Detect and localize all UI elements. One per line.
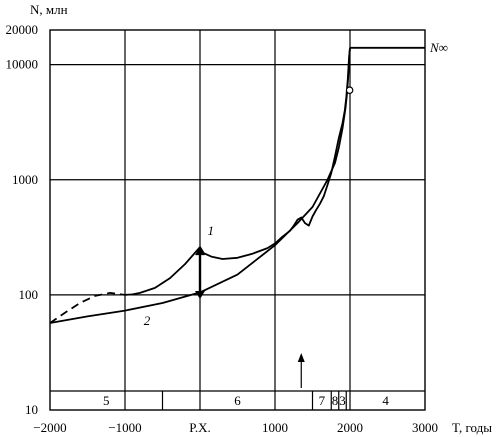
period-label: 7: [319, 393, 326, 408]
arrow-down-head: [195, 291, 205, 300]
period-label: 3: [339, 393, 346, 408]
x-tick-label: −1000: [108, 420, 141, 435]
x-tick-label: 2000: [337, 420, 363, 435]
arrow-up-head: [195, 247, 205, 256]
circle-marker: [345, 86, 354, 94]
y-tick-label: 1000: [12, 172, 38, 187]
plot-border: [49, 29, 426, 411]
x-tick-label: −2000: [33, 420, 66, 435]
series-label-1: 1: [208, 223, 215, 238]
x-tick-label: 1000: [262, 420, 288, 435]
y-tick-label: 100: [19, 287, 39, 302]
series-line-dashed-1: [49, 292, 126, 324]
period-label: 5: [103, 393, 110, 408]
grid: [50, 30, 425, 410]
x-tick-label: Р.Х.: [189, 420, 211, 435]
series-layer: [49, 46, 425, 324]
period-label: 4: [382, 393, 389, 408]
x-axis-label: T, годы: [452, 420, 492, 435]
tick-labels: −2000 −1000 Р.Х. 1000 2000 3000 10 100 1000 10000…: [6, 22, 439, 435]
series-label-2: 2: [144, 313, 151, 328]
annotations: 1 2 N∞: [144, 40, 448, 388]
series-label-n-infinity: N∞: [429, 40, 448, 55]
x-tick-label: 3000: [412, 420, 438, 435]
y-tick-label: 10000: [6, 57, 39, 72]
plot-frame: [49, 29, 426, 411]
series-line-1: [124, 47, 351, 296]
y-tick-label: 20000: [6, 22, 39, 37]
y-axis-label: N, млн: [30, 2, 68, 17]
period-label: 8: [332, 393, 339, 408]
period-label: 6: [234, 393, 241, 408]
up-arrow-head: [297, 353, 305, 362]
y-tick-label: 10: [25, 402, 38, 417]
